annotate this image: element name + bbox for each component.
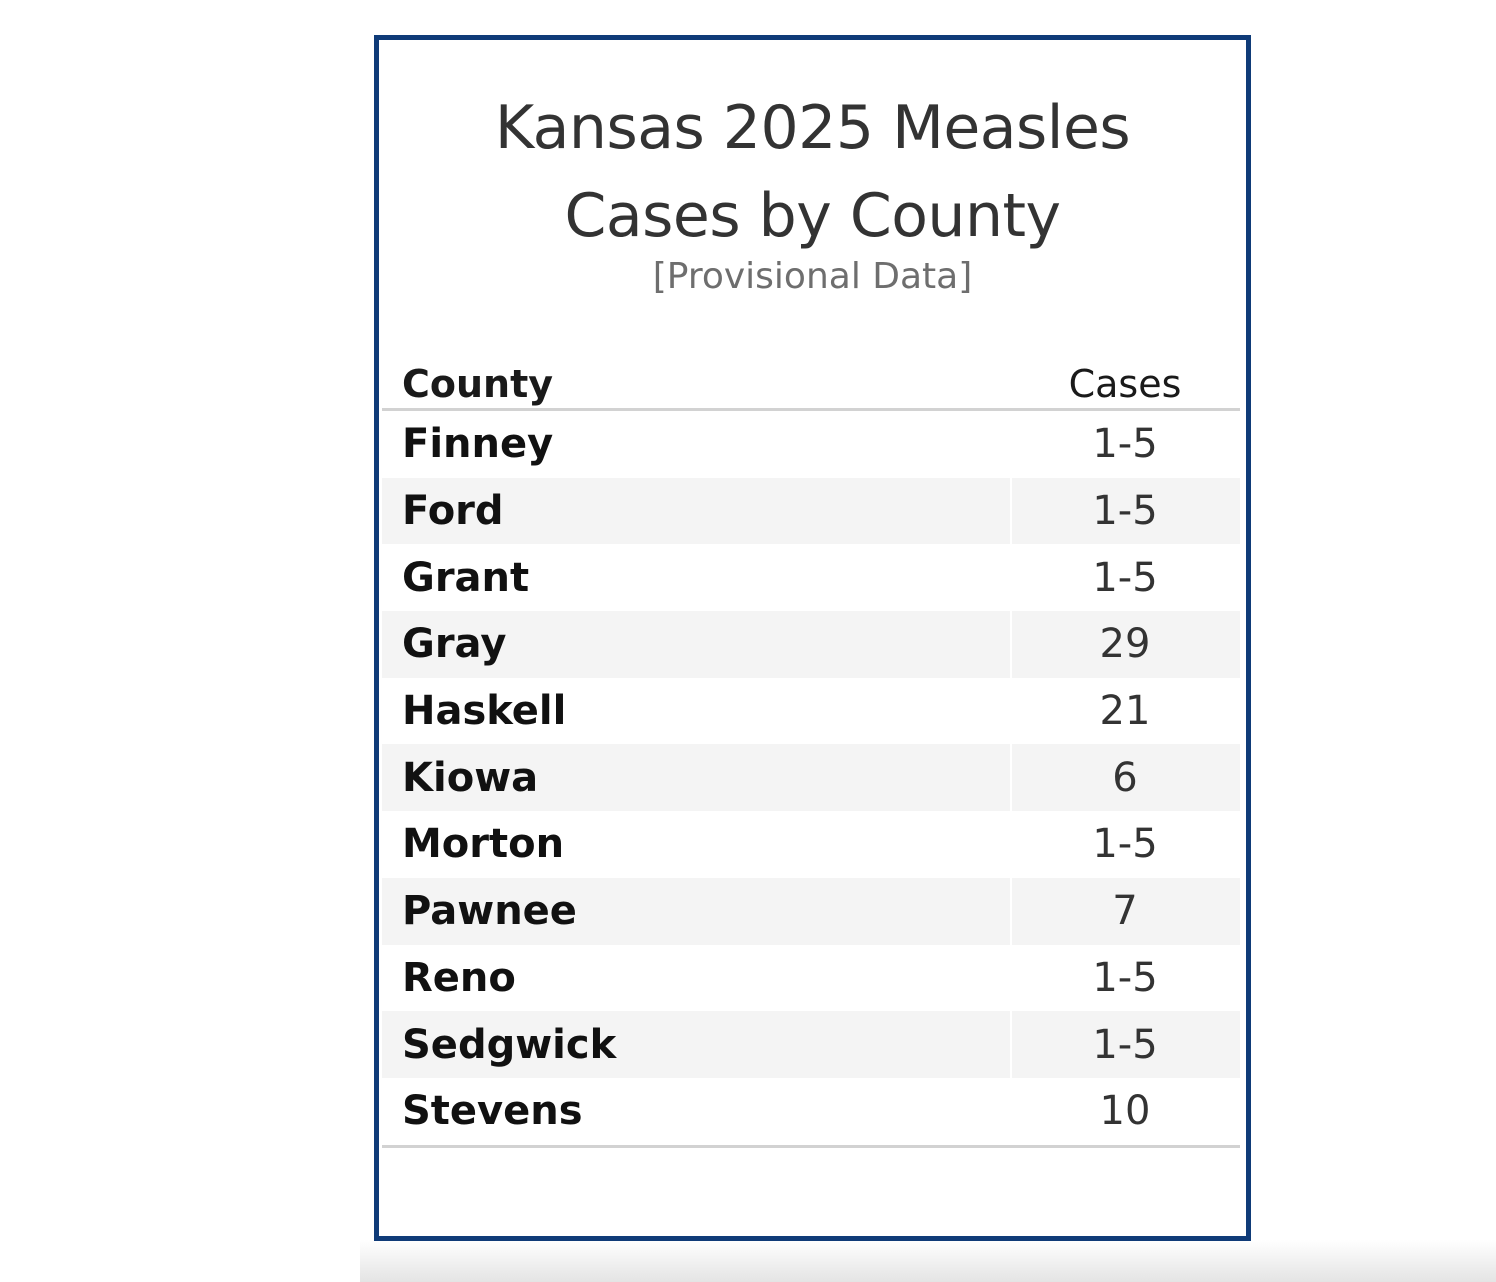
cell-cases: 1-5 (1092, 954, 1158, 1001)
cell-county: Sedgwick (402, 1021, 617, 1068)
chart-subtitle: [Provisional Data] (652, 256, 973, 297)
title-line-1: Kansas 2025 Measles (494, 93, 1131, 163)
cell-cases: 1-5 (1092, 421, 1158, 468)
header-divider (382, 408, 1240, 411)
footer-divider (382, 1144, 1240, 1148)
cell-cases: 10 (1099, 1088, 1151, 1135)
table-row[interactable]: Grant 1-5 (382, 544, 1240, 612)
cell-county: Finney (402, 421, 554, 468)
column-separator (1010, 477, 1012, 545)
cell-cases: 6 (1112, 754, 1138, 801)
table-row[interactable]: Haskell 21 (382, 677, 1240, 745)
column-separator (1010, 1077, 1012, 1145)
column-header-county[interactable]: County (402, 362, 554, 406)
column-separator (1010, 744, 1012, 812)
cell-cases: 7 (1112, 888, 1138, 935)
cell-county: Haskell (402, 688, 567, 735)
bottom-shadow (360, 1240, 1496, 1282)
cell-cases: 29 (1099, 621, 1151, 668)
cell-county: Gray (402, 621, 507, 668)
table-row[interactable]: Stevens 10 (382, 1077, 1240, 1145)
cell-cases: 1-5 (1092, 554, 1158, 601)
table-card: Kansas 2025 Measles Cases by County [Pro… (374, 35, 1251, 1241)
column-separator (1010, 611, 1012, 678)
cell-county: Pawnee (402, 888, 577, 935)
table-body: Finney 1-5 Ford 1-5 Grant 1-5 Gray 29 Haskell 21 K… (382, 411, 1240, 1145)
cell-cases: 21 (1099, 688, 1151, 735)
table-row[interactable]: Pawnee 7 (382, 877, 1240, 945)
cell-county: Stevens (402, 1088, 583, 1135)
cell-cases: 1-5 (1092, 1021, 1158, 1068)
column-header-cases[interactable]: Cases (1068, 362, 1182, 406)
cell-cases: 1-5 (1092, 821, 1158, 868)
cell-county: Morton (402, 821, 565, 868)
title-line-2: Cases by County (564, 181, 1061, 251)
table-row[interactable]: Sedgwick 1-5 (382, 1011, 1240, 1078)
column-separator (1010, 944, 1012, 1012)
table-row[interactable]: Gray 29 (382, 611, 1240, 678)
cell-county: Kiowa (402, 754, 539, 801)
table-row[interactable]: Reno 1-5 (382, 944, 1240, 1012)
column-separator (1010, 411, 1012, 478)
column-separator (1010, 1011, 1012, 1078)
column-separator (1010, 877, 1012, 945)
column-separator (1010, 677, 1012, 745)
cell-county: Ford (402, 488, 504, 535)
column-separator (1010, 811, 1012, 878)
cell-county: Reno (402, 954, 516, 1001)
chart-title: Kansas 2025 Measles Cases by County (379, 84, 1246, 260)
table-row[interactable]: Finney 1-5 (382, 411, 1240, 478)
cases-table: County Cases Finney 1-5 Ford 1-5 Grant 1-5 Gra… (382, 346, 1240, 1148)
table-row[interactable]: Kiowa 6 (382, 744, 1240, 812)
table-row[interactable]: Morton 1-5 (382, 811, 1240, 878)
cell-cases: 1-5 (1092, 488, 1158, 535)
table-row[interactable]: Ford 1-5 (382, 477, 1240, 545)
cell-county: Grant (402, 554, 530, 601)
column-separator (1010, 544, 1012, 612)
table-header: County Cases (382, 346, 1240, 408)
